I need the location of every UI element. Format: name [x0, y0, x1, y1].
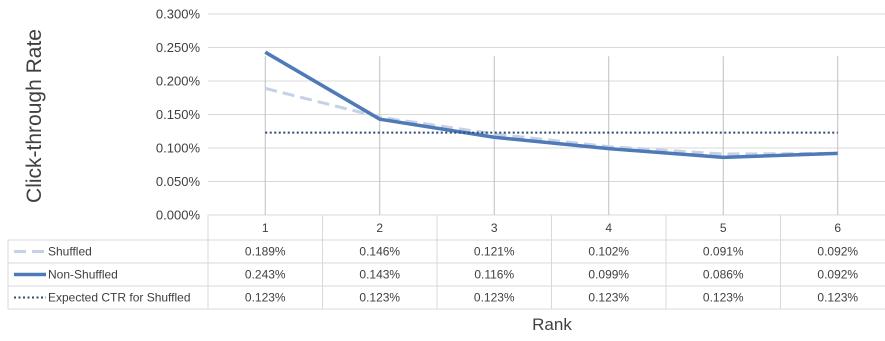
- y-tick-label: 0.150%: [156, 107, 201, 122]
- table-cell-value: 0.123%: [474, 291, 515, 305]
- legend-label: Non-Shuffled: [48, 268, 118, 282]
- x-tick-label: 1: [262, 221, 269, 235]
- gridlines: [208, 13, 885, 216]
- table-cell-value: 0.123%: [703, 291, 744, 305]
- y-tick-label: 0.100%: [156, 141, 201, 156]
- table-cell-value: 0.243%: [245, 268, 286, 282]
- table-cell-value: 0.099%: [588, 268, 629, 282]
- y-tick-label: 0.250%: [156, 40, 201, 55]
- x-axis-title: Rank: [532, 315, 572, 334]
- table-values: 0.189% 0.146% 0.121% 0.102% 0.091% 0.092% 0.24…: [245, 245, 859, 305]
- table-cell-value: 0.189%: [245, 245, 286, 259]
- y-tick-label: 0.050%: [156, 174, 201, 189]
- y-tick-label: 0.300%: [156, 7, 201, 22]
- series-line-shuffled: [264, 86, 838, 156]
- table-cell-value: 0.143%: [359, 268, 400, 282]
- y-tick-label: 0.200%: [156, 74, 201, 89]
- x-tick-labels: 1 2 3 4 5 6: [262, 221, 842, 235]
- series-lines: [264, 50, 838, 160]
- table-cell-value: 0.123%: [245, 291, 286, 305]
- table-cell-value: 0.092%: [817, 268, 858, 282]
- table-cell-value: 0.146%: [359, 245, 400, 259]
- data-table: [7, 215, 885, 310]
- table-cell-value: 0.123%: [588, 291, 629, 305]
- table-cell-value: 0.086%: [703, 268, 744, 282]
- x-tick-label: 3: [491, 221, 498, 235]
- table-cell-value: 0.123%: [359, 291, 400, 305]
- x-tick-label: 2: [376, 221, 383, 235]
- table-cell-value: 0.123%: [817, 291, 858, 305]
- x-tick-label: 5: [720, 221, 727, 235]
- y-axis-title: Click-through Rate: [23, 29, 46, 203]
- x-tick-label: 6: [834, 221, 841, 235]
- y-tick-labels: 0.000% 0.050% 0.100% 0.150% 0.200% 0.250% 0.30…: [156, 7, 201, 223]
- table-cell-value: 0.092%: [817, 245, 858, 259]
- legend-label: Expected CTR for Shuffled: [48, 291, 191, 305]
- legend-rows: Shuffled Non-Shuffled Expected CTR for Shu…: [14, 245, 191, 305]
- table-cell-value: 0.091%: [703, 245, 744, 259]
- y-tick-label: 0.000%: [156, 208, 201, 223]
- legend-label: Shuffled: [48, 245, 92, 259]
- table-cell-value: 0.116%: [474, 268, 514, 282]
- x-tick-label: 4: [605, 221, 612, 235]
- table-cell-value: 0.102%: [588, 245, 629, 259]
- series-line-non-shuffled: [264, 50, 838, 160]
- table-cell-value: 0.121%: [474, 245, 515, 259]
